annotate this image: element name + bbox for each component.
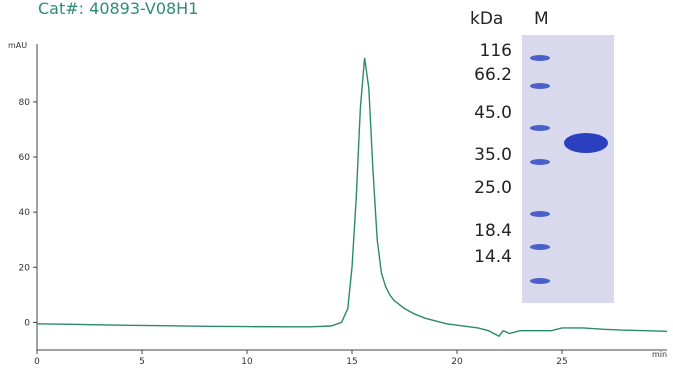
marker-band — [530, 125, 550, 131]
chart-title: Cat#: 40893-V08H1 — [38, 0, 198, 18]
marker-band — [530, 55, 550, 61]
y-tick-label: 0 — [24, 318, 30, 328]
marker-label: 66.2 — [474, 65, 512, 85]
marker-label: 116 — [480, 41, 512, 61]
marker-band — [530, 83, 550, 89]
sample-band — [564, 133, 608, 153]
marker-label: 18.4 — [474, 221, 512, 241]
x-tick-label: 0 — [34, 357, 40, 367]
marker-label: 25.0 — [474, 178, 512, 198]
y-tick-label: 80 — [19, 98, 31, 108]
x-tick-label: 10 — [241, 357, 253, 367]
x-tick-label: 20 — [451, 357, 463, 367]
marker-label: 14.4 — [474, 247, 512, 267]
marker-label: 45.0 — [474, 103, 512, 123]
gel-lane: M — [534, 9, 549, 29]
marker-band — [530, 278, 550, 284]
y-tick-label: 20 — [19, 263, 31, 273]
marker-band — [530, 244, 550, 250]
y-tick-label: 40 — [19, 208, 31, 218]
x-tick-label: 15 — [346, 357, 357, 367]
gel — [522, 35, 614, 303]
marker-label: 35.0 — [474, 145, 512, 165]
x-tick-label: 25 — [556, 357, 567, 367]
marker-band — [530, 211, 550, 217]
x-axis-label: min — [652, 350, 667, 359]
x-tick-label: 5 — [139, 357, 145, 367]
gel-unit: kDa — [470, 9, 503, 29]
y-axis-label: mAU — [8, 41, 27, 50]
chart: Cat#: 40893-V08H1 mAU min kDa M 0 20 40 60 8… — [0, 0, 673, 375]
y-tick-label: 60 — [19, 153, 31, 163]
marker-band — [530, 159, 550, 165]
page: Cat#: 40893-V08H1 mAU min kDa M 0 20 40 60 8… — [0, 0, 673, 375]
